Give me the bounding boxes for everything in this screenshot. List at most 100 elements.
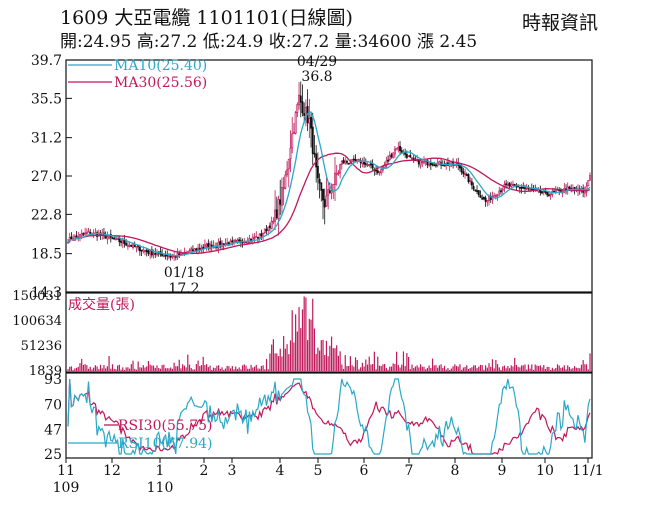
candle-body — [357, 159, 360, 161]
volume-bar — [394, 363, 396, 371]
volume-bar — [467, 368, 470, 371]
volume-bar — [539, 365, 541, 371]
candle-body — [472, 186, 475, 190]
candle-body — [419, 160, 422, 166]
candle-body — [494, 195, 497, 197]
candle-body — [337, 172, 340, 175]
volume-bar — [351, 365, 353, 371]
candle-body — [267, 226, 270, 231]
volume-bar — [337, 355, 340, 371]
volume-bar — [178, 359, 180, 371]
volume-bar — [483, 369, 485, 371]
volume-bar — [87, 368, 90, 371]
volume-bar — [401, 364, 403, 371]
candle-body — [250, 238, 253, 241]
candle-body — [433, 164, 436, 167]
volume-bar — [342, 368, 345, 371]
volume-bar — [550, 369, 552, 371]
volume-bar — [372, 364, 374, 371]
candle-body — [474, 189, 477, 192]
candle-body — [114, 237, 117, 240]
volume-bar — [442, 367, 444, 371]
candle-body — [549, 193, 552, 196]
candle-body — [188, 250, 191, 253]
volume-bar — [274, 353, 276, 371]
volume-bar — [228, 366, 230, 371]
volume-bar — [317, 347, 319, 371]
rsi-legend-label: RSI10(67.94) — [118, 436, 212, 452]
volume-bar — [283, 335, 285, 371]
candle-body — [236, 239, 239, 242]
candle-body — [547, 194, 550, 197]
volume-bar — [330, 336, 333, 371]
volume-tick-label: 51236 — [21, 339, 62, 354]
volume-bar — [247, 368, 249, 371]
volume-bar — [543, 364, 545, 371]
candle-body — [505, 183, 508, 186]
candle-body — [322, 188, 324, 201]
candle-body — [130, 244, 133, 247]
volume-bar — [484, 365, 487, 371]
candle-body — [289, 147, 292, 160]
volume-bar — [318, 350, 321, 371]
volume-bar — [113, 368, 115, 371]
volume-bar — [527, 364, 529, 371]
ma30-line — [67, 152, 591, 255]
volume-bar — [238, 367, 240, 371]
volume-bar — [572, 368, 574, 371]
volume-bar — [473, 365, 475, 371]
volume-bar — [272, 339, 274, 371]
candle-body — [542, 190, 545, 193]
candle-body — [428, 164, 431, 166]
candle-body — [330, 190, 333, 194]
candle-body — [488, 196, 490, 201]
candle-body — [291, 133, 294, 149]
candle-body — [238, 239, 241, 242]
price-tick-label: 27.0 — [31, 169, 62, 185]
volume-bar — [538, 366, 540, 371]
volume-bar — [204, 365, 206, 371]
volume-bar — [175, 366, 177, 371]
volume-bar — [298, 307, 300, 371]
candle-body — [508, 182, 511, 187]
candle-body — [123, 239, 126, 245]
candle-body — [280, 187, 283, 206]
volume-bar — [235, 366, 237, 371]
volume-bar — [423, 366, 425, 371]
candle-body — [388, 155, 391, 160]
month-label: 2 — [200, 463, 209, 479]
candle-body — [395, 147, 398, 151]
candle-body — [246, 241, 249, 244]
volume-bar — [139, 367, 141, 371]
candle-body — [443, 164, 446, 167]
volume-bar — [536, 365, 538, 371]
volume-bar — [243, 364, 245, 371]
volume-bar — [354, 357, 357, 371]
month-label: 7 — [405, 463, 414, 479]
volume-bar — [146, 366, 148, 371]
volume-bar — [276, 353, 278, 371]
volume-bar — [110, 368, 112, 371]
candle-body — [116, 238, 119, 241]
candle-body — [344, 160, 347, 164]
volume-bar — [563, 365, 565, 371]
candle-body — [209, 243, 212, 249]
candle-body — [346, 160, 348, 163]
volume-bar — [447, 368, 449, 371]
volume-bar — [411, 364, 413, 371]
candle-body — [399, 145, 401, 151]
volume-bar — [587, 369, 589, 371]
volume-bar — [115, 369, 117, 371]
source-label: 時報資訊 — [521, 12, 598, 34]
volume-bar — [260, 365, 262, 371]
volume-bar — [562, 367, 564, 371]
candle-body — [392, 152, 395, 159]
volume-bar — [284, 348, 286, 371]
volume-bar — [433, 365, 435, 371]
volume-bar — [255, 364, 257, 371]
candle-body — [195, 248, 198, 251]
candle-body — [476, 190, 478, 193]
price-legend-label: MA30(25.56) — [114, 75, 207, 91]
volume-bar — [137, 361, 139, 371]
volume-bar — [250, 364, 252, 371]
